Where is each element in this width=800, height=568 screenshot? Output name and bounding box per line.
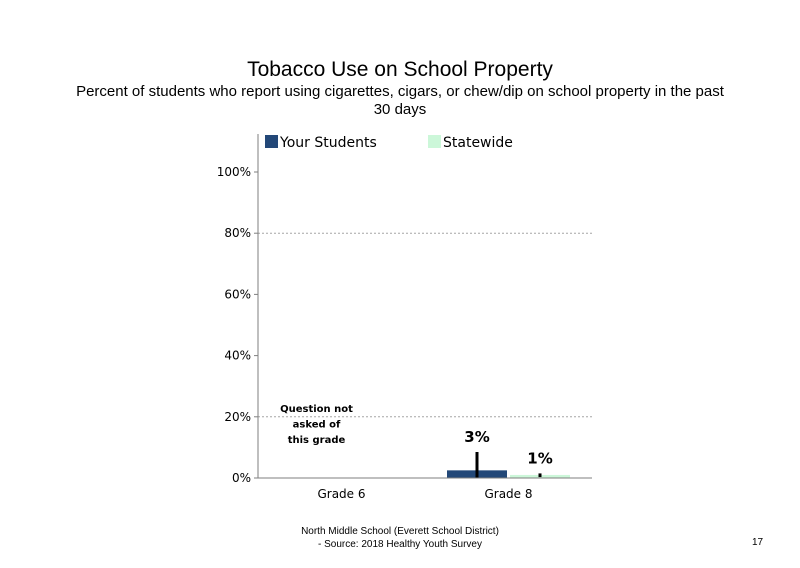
data-labels: 3% 1%	[464, 428, 552, 467]
x-tick-label: Grade 8	[484, 487, 532, 501]
y-tick-label: 0%	[232, 471, 251, 485]
y-tick-label: 20%	[224, 410, 251, 424]
y-tick-label: 40%	[224, 349, 251, 363]
y-tick-label: 100%	[217, 165, 251, 179]
x-tick-label: Grade 6	[317, 487, 365, 501]
y-axis: 0% 20% 40% 60% 80% 100%	[217, 134, 259, 485]
error-bars	[475, 451, 542, 478]
bars	[447, 470, 570, 478]
annotations: Question not asked of this grade	[280, 404, 353, 446]
y-tick-label: 60%	[224, 287, 251, 301]
chart-subtitle: Percent of students who report using cig…	[76, 83, 724, 118]
chart-title: Tobacco Use on School Property	[247, 58, 553, 81]
data-label: 3%	[464, 428, 489, 446]
legend-label: Statewide	[443, 135, 513, 151]
annotation-line: Question not	[280, 404, 353, 415]
legend-swatch	[428, 135, 441, 148]
page-number: 17	[752, 537, 764, 548]
legend-swatch	[265, 135, 278, 148]
gridlines	[258, 232, 592, 418]
footer-source: - Source: 2018 Healthy Youth Survey	[318, 539, 482, 550]
legend-label: Your Students	[279, 135, 377, 151]
annotation-line: this grade	[288, 435, 346, 446]
annotation-line: asked of	[293, 420, 341, 431]
data-label: 1%	[527, 449, 552, 467]
footer-school: North Middle School (Everett School Dist…	[301, 526, 499, 537]
y-tick-label: 80%	[224, 226, 251, 240]
legend: Your Students Statewide	[265, 135, 513, 151]
footer: North Middle School (Everett School Dist…	[250, 525, 550, 551]
x-axis: Grade 6 Grade 8	[258, 477, 592, 501]
